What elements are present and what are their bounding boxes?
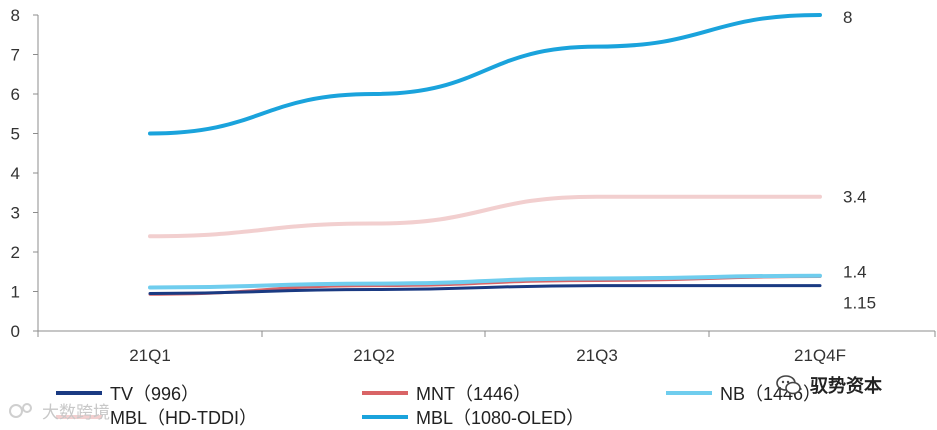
legend-item-tv: TV（996） <box>56 380 199 406</box>
legend-swatch-mbl-1080-oled <box>362 415 408 419</box>
watermark-logo-icon <box>9 402 32 418</box>
y-tick-label: 2 <box>11 243 20 262</box>
chart-axes <box>33 14 936 337</box>
legend-label-mnt: MNT（1446） <box>416 384 532 404</box>
y-tick-label: 8 <box>11 6 20 25</box>
legend-item-mnt: MNT（1446） <box>362 380 531 406</box>
y-tick-label: 3 <box>11 204 20 223</box>
legend-swatch-mbl-hd-tddi <box>56 415 102 419</box>
series-line-2 <box>148 273 822 290</box>
wechat-icon <box>776 375 801 395</box>
chart-lines <box>148 13 822 296</box>
chart-labels: 0 1 2 3 4 5 6 7 8 21Q1 21Q2 21Q3 21Q4F 3.4 1.4 1.15 8 <box>11 6 877 365</box>
x-tick-label: 21Q2 <box>353 346 395 365</box>
x-tick-label: 21Q1 <box>129 346 171 365</box>
watermark-right: 驭势资本 <box>776 372 882 398</box>
data-label-3: 1.15 <box>843 294 876 313</box>
legend-item-mbl-hd-tddi: MBL（HD-TDDI） <box>56 404 257 430</box>
series-line-0 <box>148 194 822 239</box>
legend-swatch-nb <box>666 391 712 395</box>
legend-label-mbl-1080-oled: MBL（1080-OLED） <box>416 408 585 428</box>
y-tick-label: 4 <box>11 164 20 183</box>
watermark-left-text: 大数跨境 <box>42 403 110 422</box>
x-tick-label: 21Q4F <box>794 346 846 365</box>
watermark-right-text: 驭势资本 <box>810 376 882 396</box>
y-tick-label: 1 <box>11 283 20 302</box>
y-tick-label: 6 <box>11 85 20 104</box>
data-label-4: 8 <box>843 8 852 27</box>
legend-label-mbl-hd-tddi: MBL（HD-TDDI） <box>110 408 257 428</box>
data-label-0: 3.4 <box>843 188 867 207</box>
y-tick-label: 7 <box>11 46 20 65</box>
y-tick-label: 0 <box>11 322 20 341</box>
legend-swatch-mnt <box>362 391 408 395</box>
series-line-4 <box>148 13 822 136</box>
series-line-3 <box>148 284 822 295</box>
y-tick-label: 5 <box>11 125 20 144</box>
watermark-left: 大数跨境 <box>8 398 110 423</box>
legend-label-tv: TV（996） <box>110 384 200 404</box>
legend-item-mbl-1080-oled: MBL（1080-OLED） <box>362 404 584 430</box>
line-chart: 0 1 2 3 4 5 6 7 8 21Q1 21Q2 21Q3 21Q4F 3.4 1.4 1.15 8 <box>11 6 936 365</box>
chart-legend: TV（996） MNT（1446） NB（1446） MBL（HD-TDDI） … <box>0 372 937 428</box>
data-label-2: 1.4 <box>843 263 867 282</box>
legend-swatch-tv <box>56 391 102 395</box>
x-tick-label: 21Q3 <box>576 346 618 365</box>
